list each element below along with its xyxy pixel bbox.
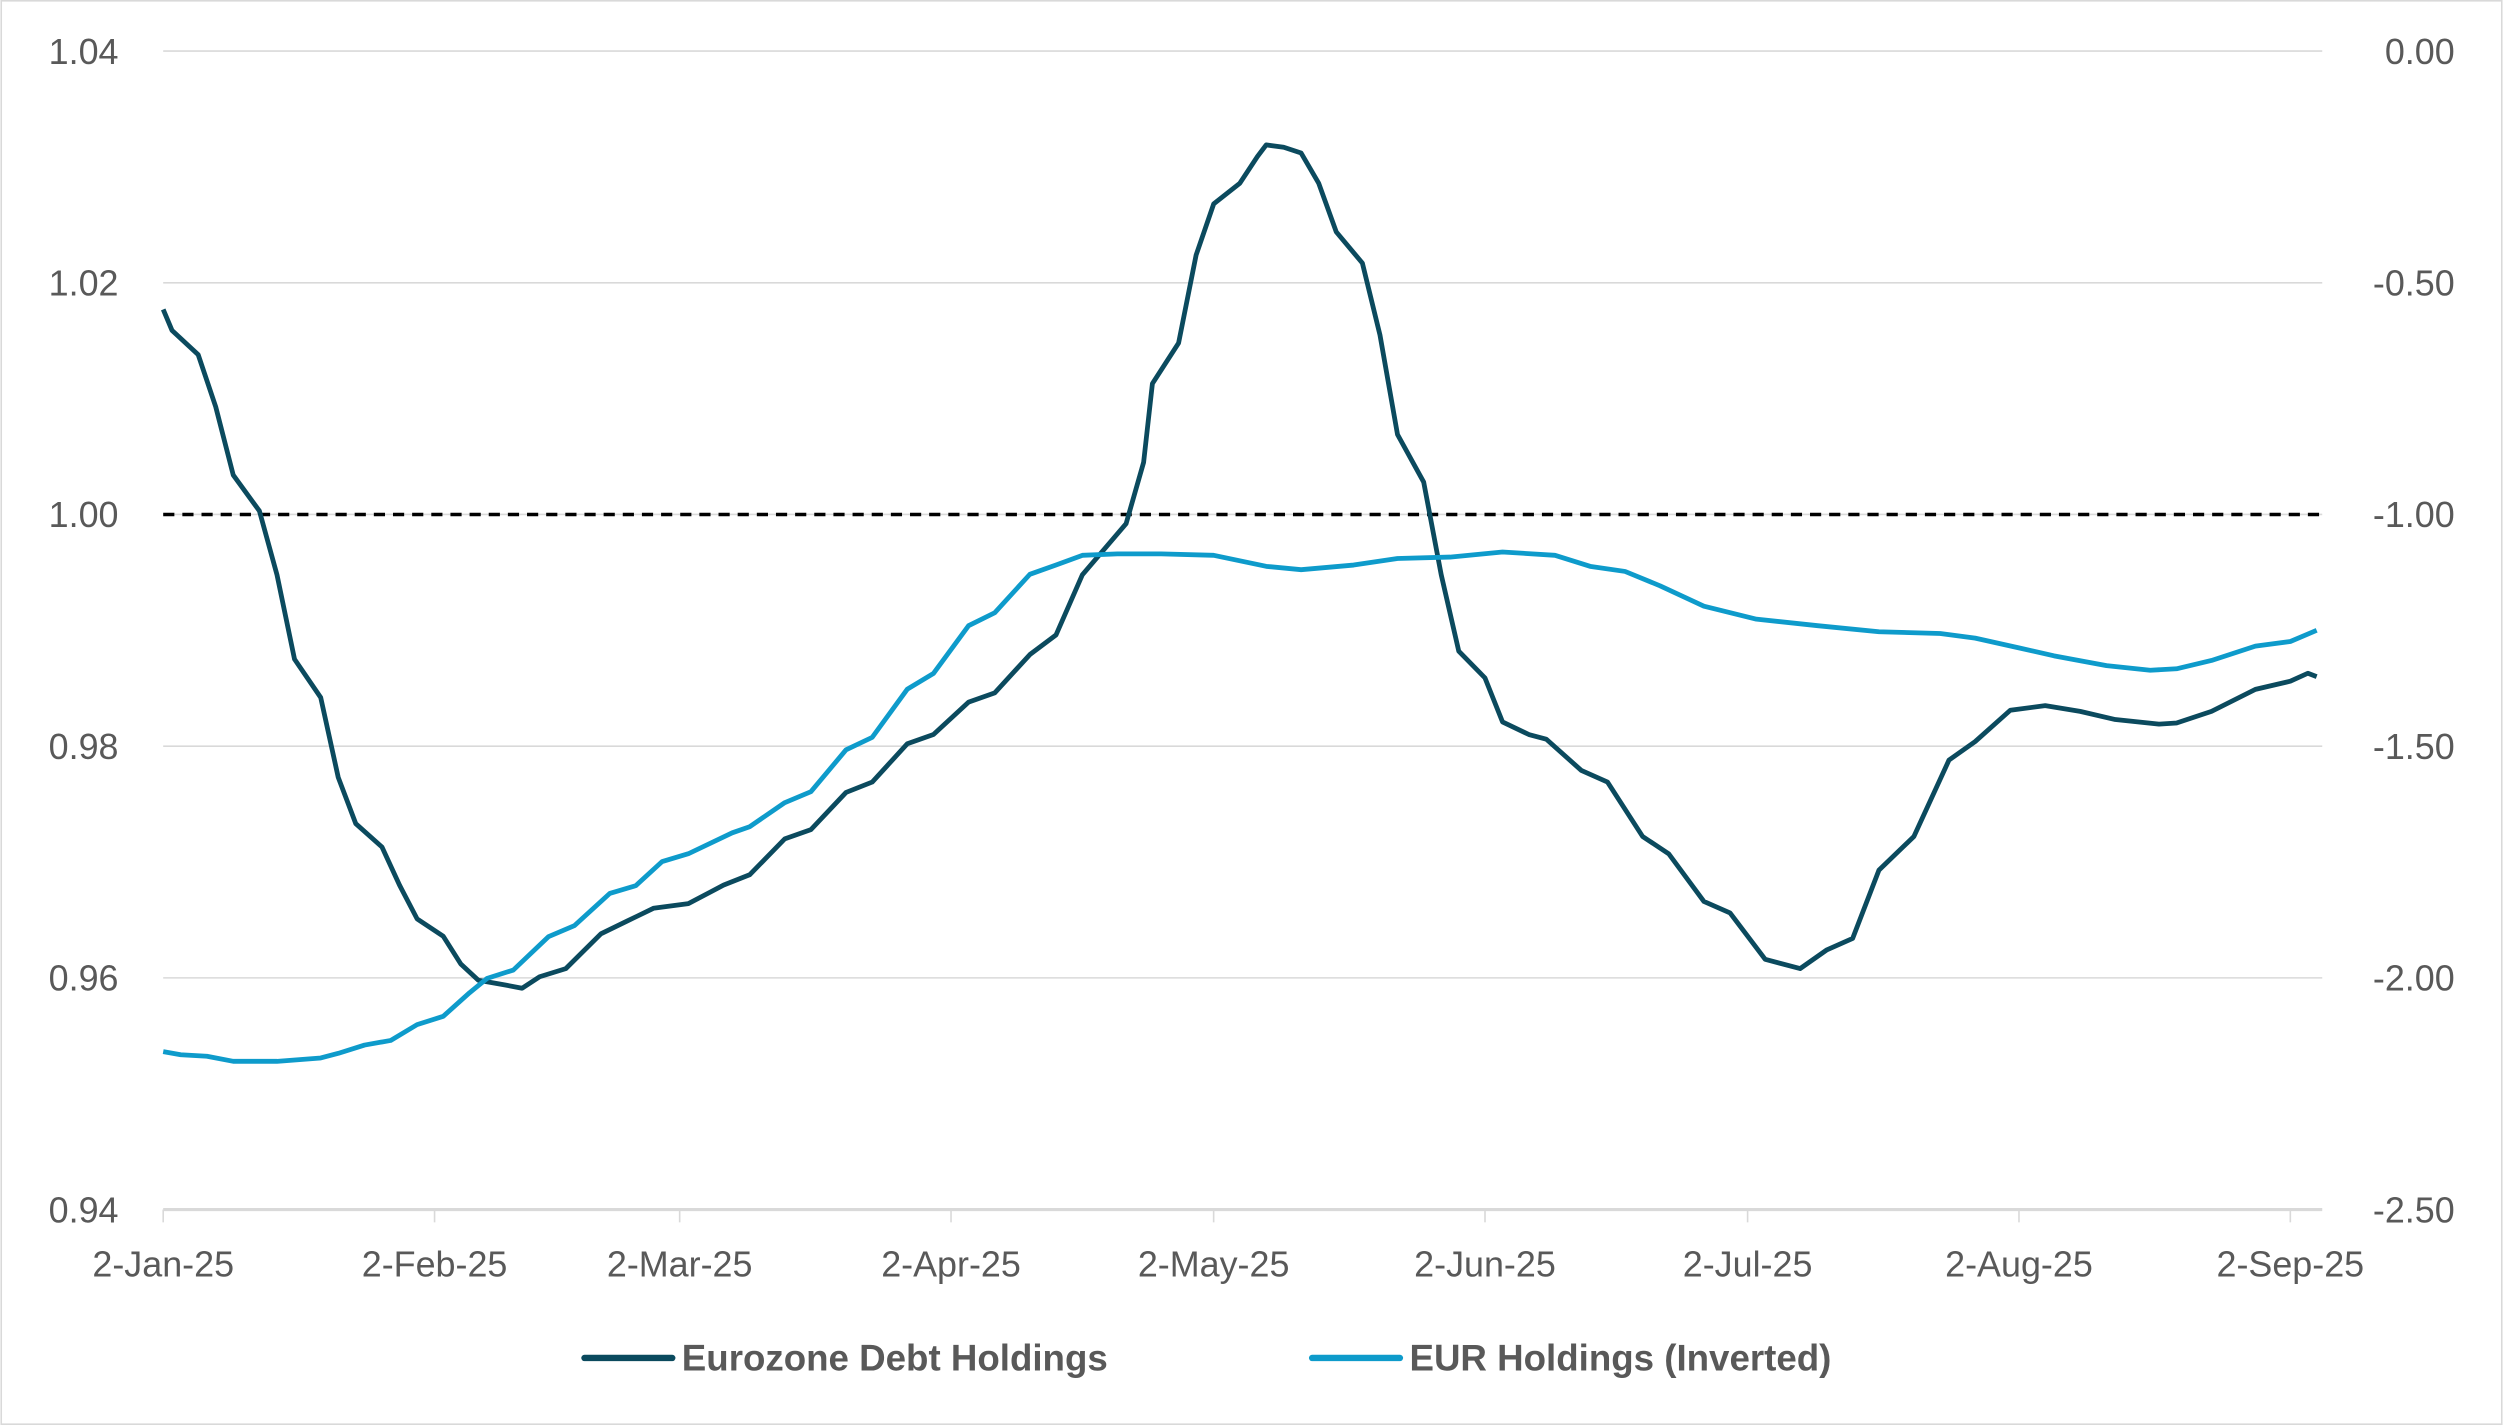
y-right-tick-label: -2.00 bbox=[2373, 959, 2455, 999]
y-left-tick-label: 1.04 bbox=[49, 32, 119, 72]
y-right-tick-label: 0.00 bbox=[2385, 32, 2455, 72]
x-tick-label: 2-Apr-25 bbox=[881, 1245, 1021, 1285]
x-tick-label: 2-Jan-25 bbox=[92, 1245, 234, 1285]
y-left-tick-label: 1.00 bbox=[49, 495, 119, 535]
x-tick-label: 2-Aug-25 bbox=[1945, 1245, 2093, 1285]
legend-label-eur-holdings: EUR Holdings (Inverted) bbox=[1409, 1338, 1831, 1379]
y-right-tick-label: -1.50 bbox=[2373, 727, 2455, 767]
x-tick-label: 2-Jun-25 bbox=[1414, 1245, 1556, 1285]
y-left-tick-label: 0.96 bbox=[49, 959, 119, 999]
x-tick-label: 2-Sep-25 bbox=[2217, 1245, 2365, 1285]
y-right-tick-label: -1.00 bbox=[2373, 495, 2455, 535]
y-right-tick-label: -0.50 bbox=[2373, 264, 2455, 304]
series-line-eurozone-debt bbox=[160, 142, 2318, 991]
series-line-eur-holdings bbox=[162, 549, 2318, 1064]
legend-label-eurozone-debt: Eurozone Debt Holdings bbox=[682, 1338, 1108, 1379]
y-left-tick-label: 0.98 bbox=[49, 727, 119, 767]
x-tick-label: 2-Feb-25 bbox=[362, 1245, 508, 1285]
y-left-tick-label: 1.02 bbox=[49, 264, 119, 304]
x-tick-label: 2-Mar-25 bbox=[607, 1245, 753, 1285]
x-tick-label: 2-May-25 bbox=[1138, 1245, 1290, 1285]
x-tick-label: 2-Jul-25 bbox=[1683, 1245, 1813, 1285]
y-right-tick-label: -2.50 bbox=[2373, 1190, 2455, 1230]
legend: Eurozone Debt Holdings EUR Holdings (Inv… bbox=[581, 1338, 1831, 1379]
y-left-tick-label: 0.94 bbox=[49, 1190, 119, 1230]
